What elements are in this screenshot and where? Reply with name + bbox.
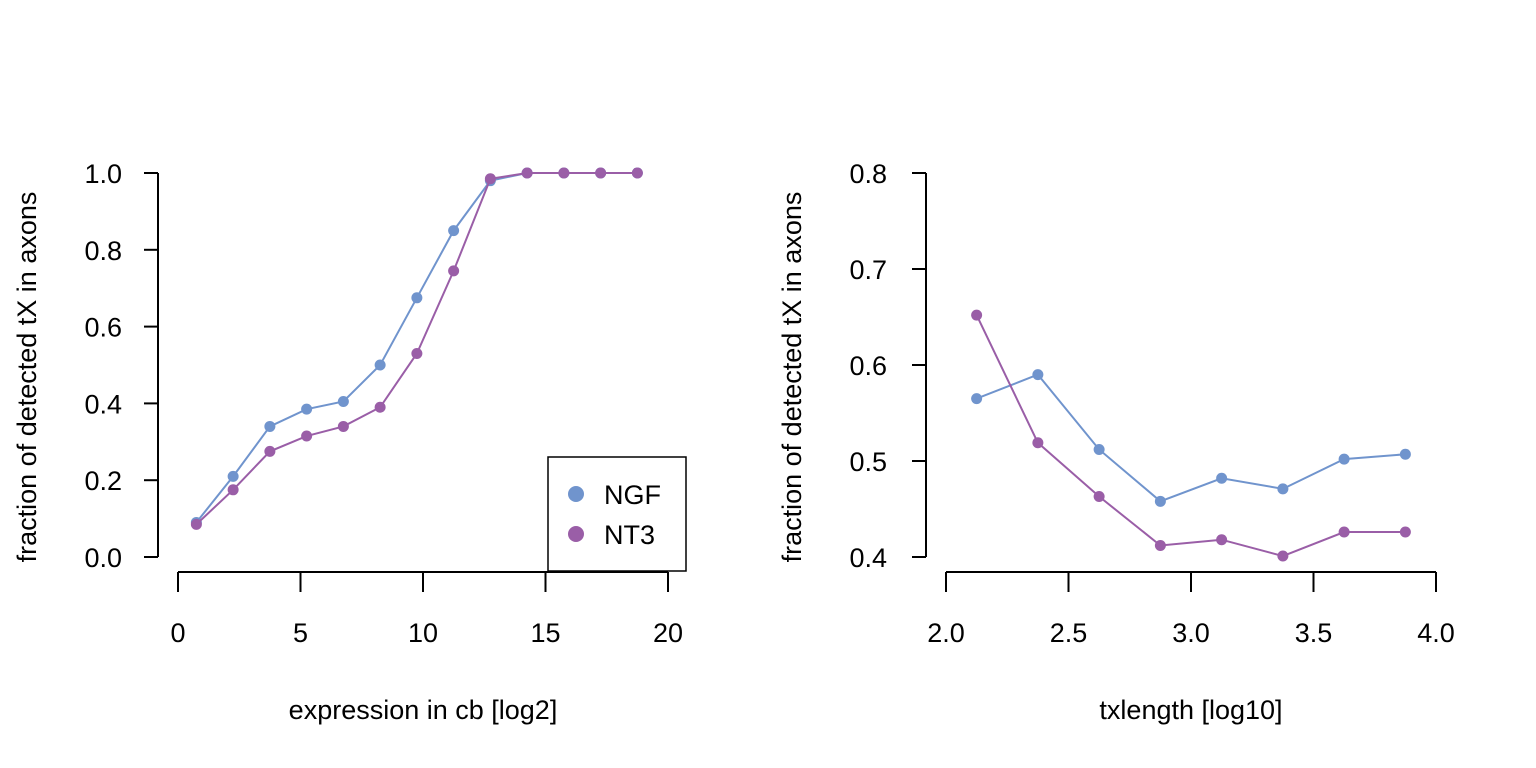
ngf-data-point [448,225,460,237]
nt3-data-point [558,167,570,179]
ngf-data-point [1338,453,1350,465]
nt3-data-point [374,401,386,413]
nt3-data-point [190,518,202,530]
nt3-data-point [227,484,239,496]
nt3-data-point [264,445,276,457]
ngf-data-point [411,292,423,304]
nt3-data-point [1216,534,1228,546]
right-chart-panel: 0.4 0.5 0.6 0.7 0.8 2.0 2.5 3.0 3.5 4.0 txlength [… [777,159,1455,725]
nt3-data-point [448,265,460,277]
x-tick-label: 10 [408,618,438,648]
x-tick-label: 0 [170,618,185,648]
ngf-data-point [337,395,349,407]
y-axis-title: fraction of detected tX in axons [777,192,807,563]
x-tick-label: 3.0 [1172,618,1210,648]
y-tick-label: 1.0 [84,159,122,189]
y-tick-label: 0.4 [849,543,887,573]
x-tick-label: 15 [530,618,560,648]
ngf-data-point [227,470,239,482]
y-tick-label: 0.6 [849,351,887,381]
nt3-data-point [595,167,607,179]
ngf-data-point [1216,472,1228,484]
nt3-data-point [301,430,313,442]
x-tick-label: 2.5 [1050,618,1088,648]
legend-marker [568,486,584,502]
nt3-data-point [1032,437,1044,449]
legend: NGF NT3 [547,456,687,572]
nt3-data-point [1338,526,1350,538]
x-axis-title: txlength [log10] [1099,695,1282,725]
y-tick-label: 0.8 [84,236,122,266]
ngf-data-point [1093,443,1105,455]
nt3-data-point [631,167,643,179]
left-chart-panel: 0.0 0.2 0.4 0.6 0.8 1.0 0 5 10 15 20 expression in … [12,159,687,725]
nt3-data-point [411,347,423,359]
nt3-data-point [971,309,983,321]
x-tick-label: 3.5 [1295,618,1333,648]
y-tick-label: 0.4 [84,389,122,419]
ngf-data-point [301,403,313,415]
y-tick-label: 0.7 [849,255,887,285]
nt3-data-point [1154,539,1166,551]
x-tick-label: 20 [653,618,683,648]
ngf-data-point [374,359,386,371]
ngf-data-point [264,420,276,432]
nt3-data-point [337,420,349,432]
y-tick-label: 0.2 [84,466,122,496]
legend-marker [568,526,584,542]
ngf-data-point [971,393,983,405]
nt3-data-point [1093,491,1105,503]
legend-box [547,456,687,572]
ngf-data-point [1032,369,1044,381]
ngf-data-point [1399,448,1411,460]
ngf-data-point [1277,483,1289,495]
ngf-series-line [976,373,1406,503]
x-tick-label: 5 [293,618,308,648]
legend-label: NT3 [604,520,655,550]
y-axis-title: fraction of detected tX in axons [12,192,42,563]
y-tick-label: 0.8 [849,159,887,189]
nt3-data-point [1277,550,1289,562]
y-tick-label: 0.6 [84,313,122,343]
x-axis-title: expression in cb [log2] [289,695,558,725]
nt3-series-line [975,314,1406,558]
nt3-data-point [1399,526,1411,538]
x-tick-label: 4.0 [1417,618,1455,648]
y-tick-label: 0.0 [84,543,122,573]
nt3-data-point [521,167,533,179]
nt3-data-point [484,173,496,185]
x-tick-label: 2.0 [927,618,965,648]
legend-label: NGF [604,480,661,510]
y-tick-label: 0.5 [849,447,887,477]
ngf-data-point [1154,495,1166,507]
